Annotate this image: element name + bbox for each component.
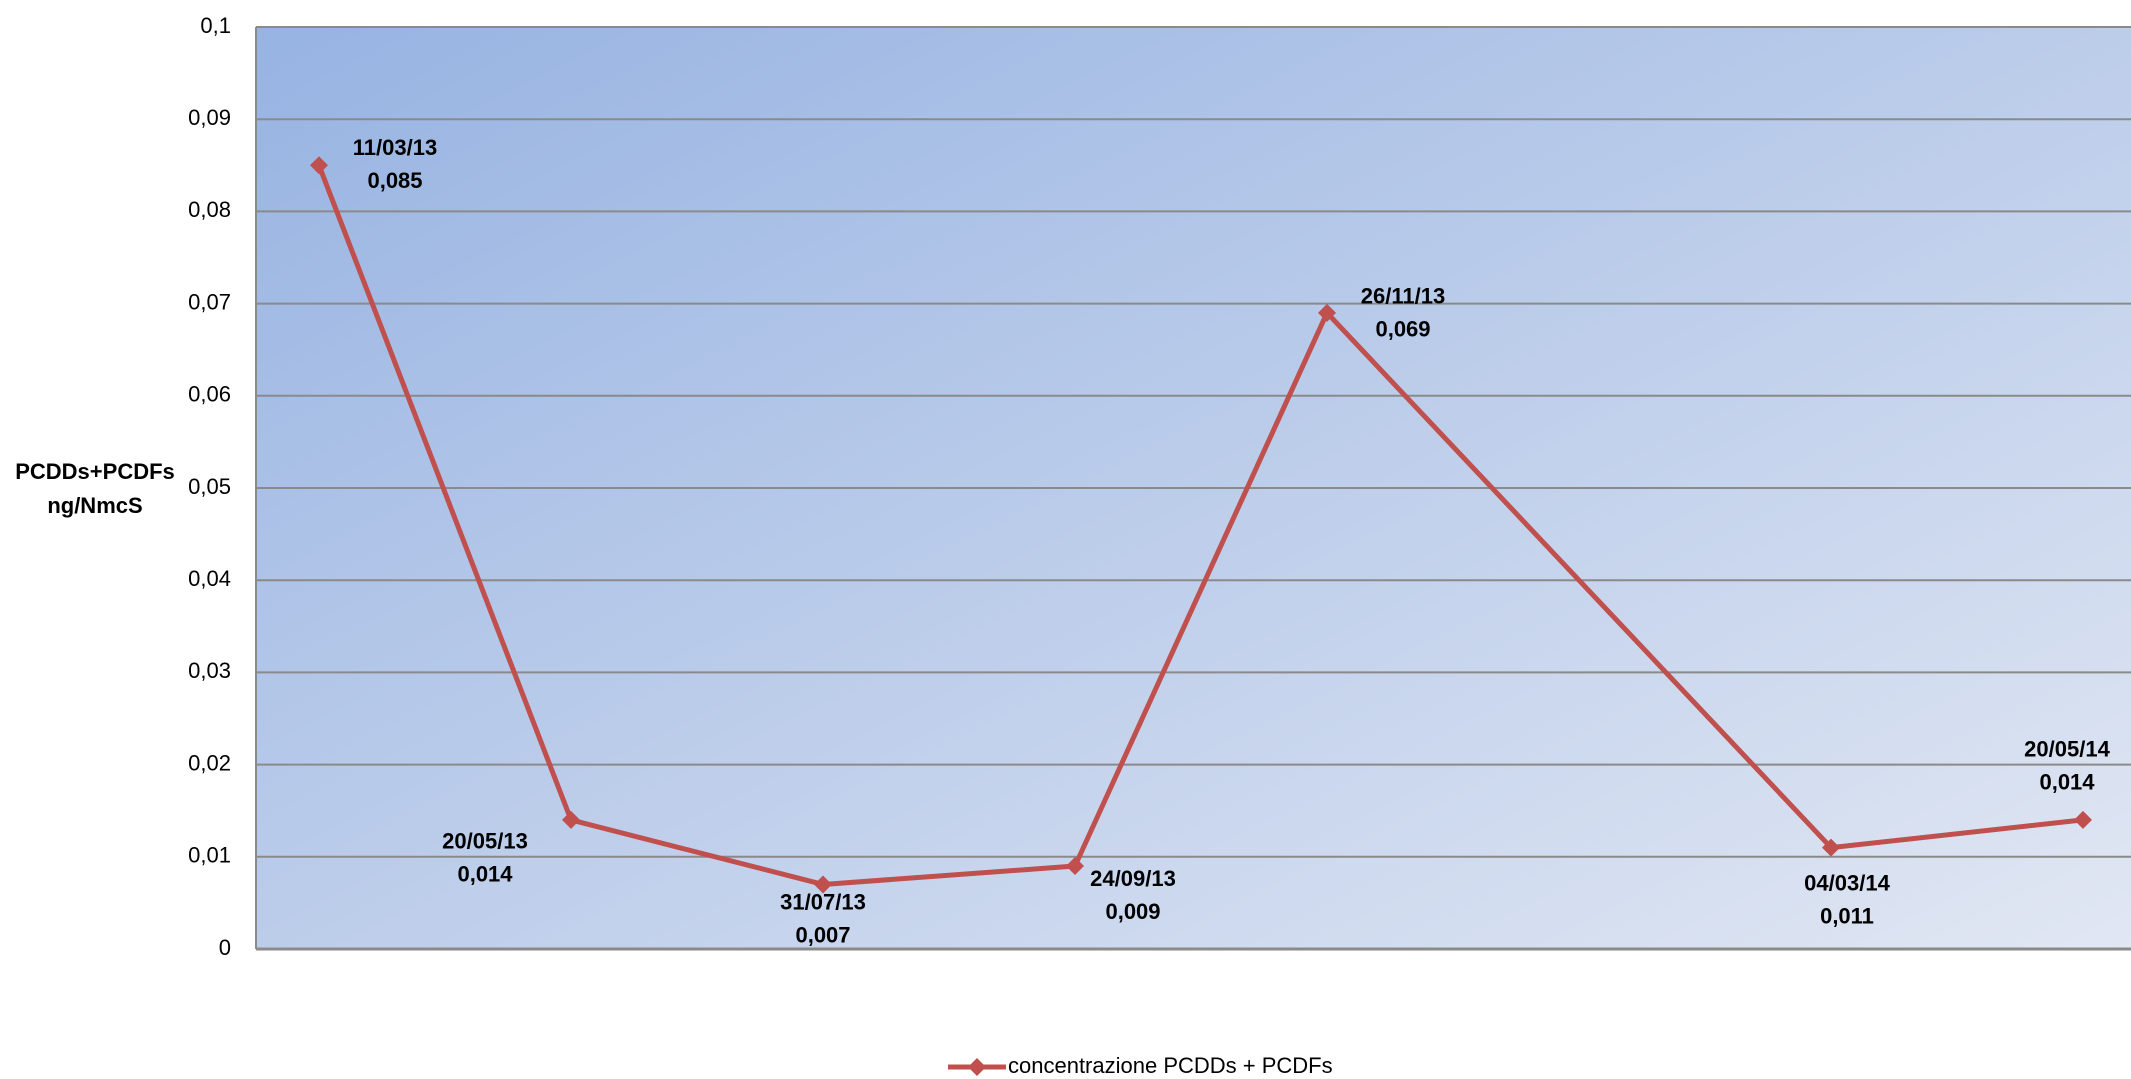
data-point bbox=[562, 810, 580, 829]
data-label-date: 24/09/13 bbox=[1090, 866, 1176, 891]
y-tick-label: 0 bbox=[219, 935, 231, 960]
series-line bbox=[1324, 310, 1834, 851]
data-point bbox=[814, 875, 832, 894]
y-tick-label: 0,08 bbox=[188, 197, 231, 222]
data-point bbox=[310, 156, 328, 175]
y-tick-label: 0,07 bbox=[188, 289, 231, 314]
data-point bbox=[1318, 303, 1336, 322]
y-axis-title: ng/NmcS bbox=[47, 493, 142, 518]
data-point bbox=[2074, 810, 2092, 829]
series-line bbox=[820, 863, 1078, 887]
y-tick-label: 0,1 bbox=[200, 13, 231, 38]
legend-marker bbox=[968, 1058, 986, 1076]
y-axis-title: PCDDs+PCDFs bbox=[15, 459, 175, 484]
data-point bbox=[1066, 857, 1084, 876]
data-label-value: 0,014 bbox=[2039, 770, 2095, 795]
y-tick-label: 0,05 bbox=[188, 474, 231, 499]
data-label-date: 20/05/14 bbox=[2024, 737, 2110, 762]
series-line bbox=[1072, 310, 1330, 869]
data-label-date: 11/03/13 bbox=[353, 135, 437, 160]
data-label-value: 0,009 bbox=[1105, 899, 1160, 924]
data-label-date: 31/07/13 bbox=[780, 889, 866, 914]
series-line bbox=[568, 817, 826, 887]
y-tick-label: 0,06 bbox=[188, 382, 231, 407]
data-label-value: 0,085 bbox=[367, 168, 422, 193]
data-label-date: 04/03/14 bbox=[1804, 870, 1890, 895]
y-tick-label: 0,04 bbox=[188, 566, 231, 591]
data-point bbox=[1822, 838, 1840, 857]
data-label-value: 0,069 bbox=[1375, 317, 1430, 342]
series-line bbox=[316, 162, 574, 823]
y-tick-label: 0,02 bbox=[188, 750, 231, 775]
data-label-date: 26/11/13 bbox=[1361, 284, 1445, 309]
legend-label: concentrazione PCDDs + PCDFs bbox=[1008, 1053, 1333, 1078]
data-label-date: 20/05/13 bbox=[442, 829, 528, 854]
data-label-value: 0,007 bbox=[795, 922, 850, 947]
y-tick-label: 0,09 bbox=[188, 105, 231, 130]
data-label-value: 0,014 bbox=[457, 862, 513, 887]
y-tick-label: 0,01 bbox=[188, 843, 231, 868]
series-line bbox=[1828, 817, 2086, 851]
y-tick-label: 0,03 bbox=[188, 658, 231, 683]
data-label-value: 0,011 bbox=[1820, 903, 1874, 928]
